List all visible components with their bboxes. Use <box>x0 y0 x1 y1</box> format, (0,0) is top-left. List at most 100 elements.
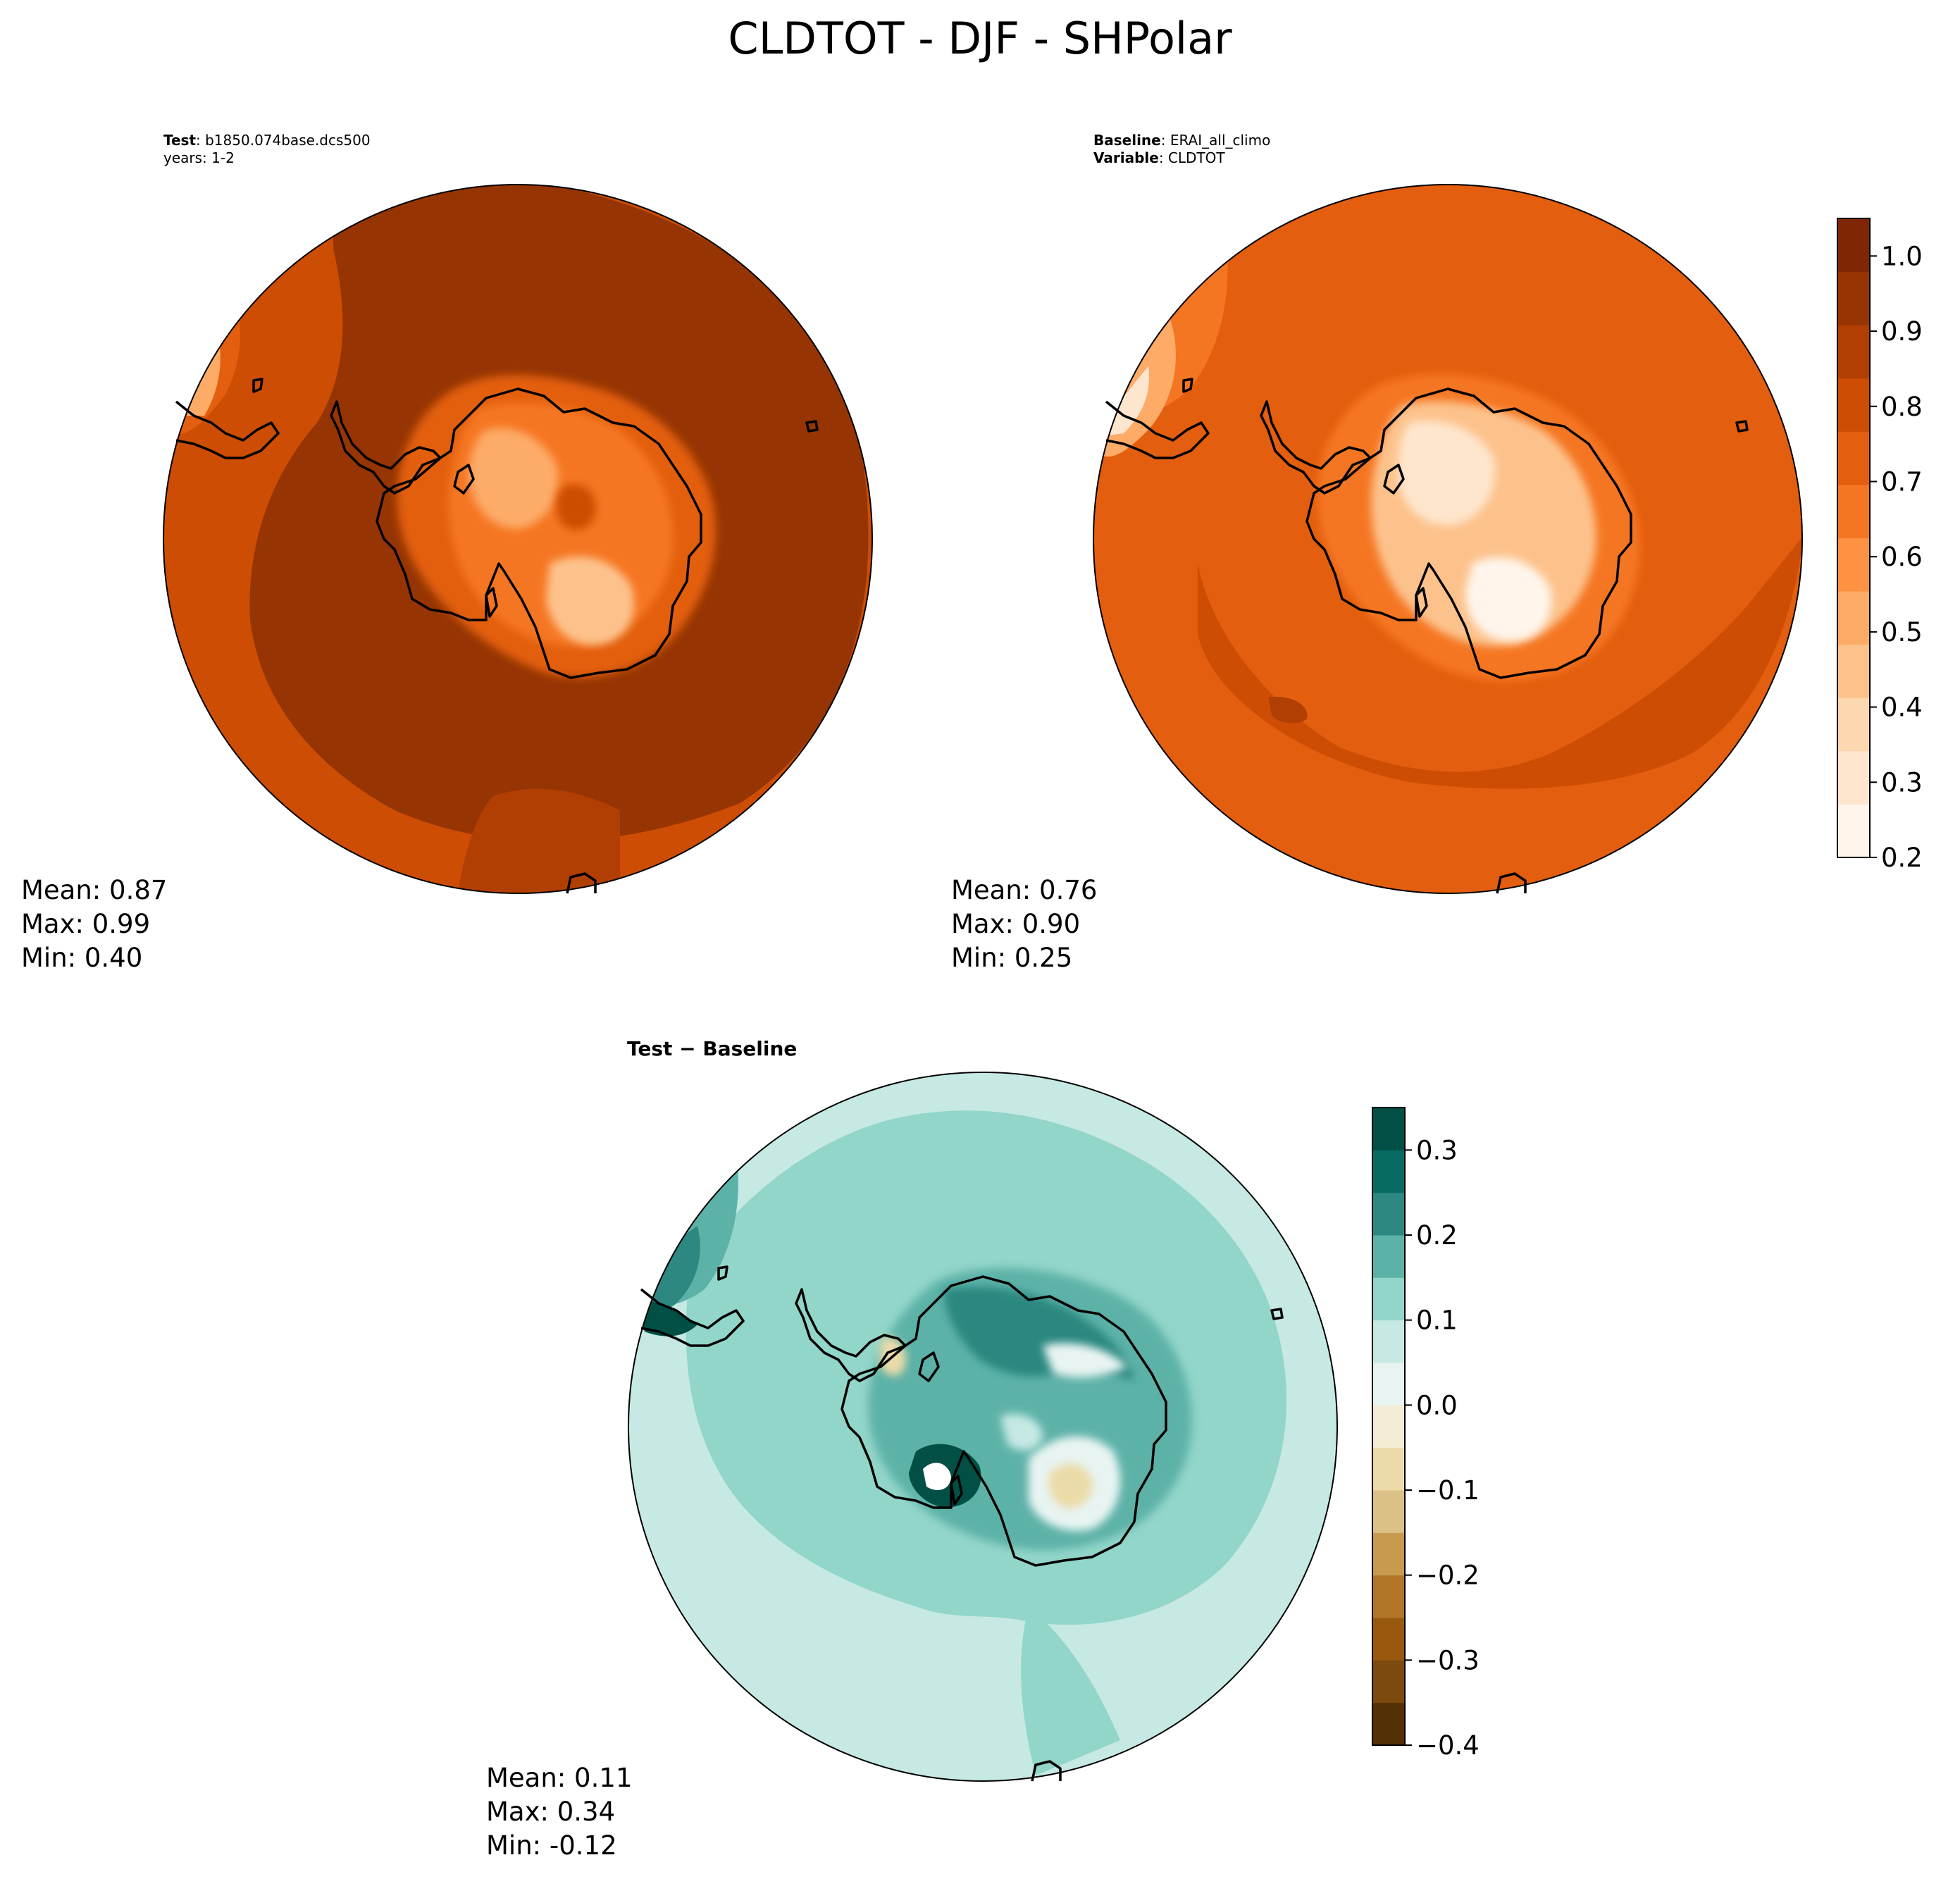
antarctica-coastline <box>1305 387 1632 679</box>
test-map <box>163 184 873 894</box>
baseline-west-plateau <box>1398 421 1495 526</box>
diff-min: Min: -0.12 <box>486 1830 617 1861</box>
test-panel-label: Test: b1850.074base.dcs500 years: 1-2 <box>163 132 371 167</box>
baseline-max: Max: 0.90 <box>951 909 1081 939</box>
colorbar-diff-segment <box>1372 1702 1405 1746</box>
diff-panel-title: Test − Baseline <box>627 1037 798 1060</box>
south-america-coastline <box>175 400 280 459</box>
island-outline <box>1735 420 1749 433</box>
colorbar-main-segment <box>1837 591 1870 645</box>
diff-moderate-band-south <box>1021 1606 1120 1775</box>
colorbar-main-segment <box>1837 271 1870 325</box>
colorbar-diff-segment <box>1372 1363 1405 1406</box>
diff-peninsula-max <box>638 1301 697 1337</box>
colorbar-diff-segment <box>1372 1575 1405 1618</box>
colorbar-diff: −0.4 −0.3 −0.2 −0.1 0.0 0.1 0.2 0.3 <box>1372 1107 1480 1761</box>
diff-map <box>628 1072 1338 1782</box>
baseline-map-boundary <box>1093 184 1803 894</box>
colorbar-diff-tick-label: −0.1 <box>1416 1475 1480 1506</box>
colorbar-main-tick-label: 0.7 <box>1881 466 1923 497</box>
ice-shelf-outline-2 <box>1415 587 1428 618</box>
colorbar-main-tick-label: 0.5 <box>1881 617 1923 647</box>
baseline-map <box>1093 184 1803 894</box>
test-label-key: Test <box>163 132 197 149</box>
baseline-stats: Mean: 0.76 Max: 0.90 Min: 0.25 <box>951 874 1097 975</box>
colorbar-main-tick-label: 0.3 <box>1881 767 1923 798</box>
new-zealand-coastline <box>566 872 597 894</box>
colorbar-main-segment <box>1837 697 1870 752</box>
colorbar-main: 0.2 0.3 0.4 0.5 0.6 0.7 0.8 0.9 1.0 <box>1837 218 1923 873</box>
colorbar-diff-tick-label: −0.3 <box>1416 1645 1480 1675</box>
colorbar-main-segment <box>1837 538 1870 592</box>
colorbar-diff-segment <box>1372 1532 1405 1576</box>
antarctic-peninsula-coastline <box>330 400 442 495</box>
test-south-sector <box>458 788 620 893</box>
diff-stats: Mean: 0.11 Max: 0.34 Min: -0.12 <box>486 1761 632 1863</box>
colorbar-main-frame <box>1837 218 1871 858</box>
colorbar-diff-tick-label: −0.2 <box>1416 1561 1480 1591</box>
baseline-mean: Mean: 0.76 <box>951 875 1098 905</box>
ice-shelf-outline-2 <box>950 1475 963 1506</box>
antarctica-coastline <box>376 387 702 679</box>
colorbar-diff-segment <box>1372 1405 1405 1449</box>
test-map-boundary <box>163 184 873 894</box>
colorbar-diff-segment <box>1372 1490 1405 1533</box>
colorbar-main-segment <box>1837 218 1870 273</box>
variable-label-value: : CLDTOT <box>1158 149 1225 166</box>
diff-east-negative <box>1048 1463 1093 1508</box>
ice-shelf-outline <box>918 1351 940 1382</box>
variable-label-key: Variable <box>1093 149 1159 166</box>
baseline-storm-track <box>1198 535 1802 789</box>
south-america-coastline <box>640 1288 745 1347</box>
colorbar-main-segment <box>1837 325 1870 379</box>
colorbar-main-tick-label: 0.4 <box>1881 693 1923 723</box>
colorbar-main-segment <box>1837 804 1870 858</box>
antarctica-coastline <box>841 1275 1167 1567</box>
baseline-min: Min: 0.25 <box>951 943 1073 973</box>
island-outline <box>805 420 819 433</box>
colorbar-main-segment <box>1837 750 1870 805</box>
diff-interior-weak <box>1000 1413 1043 1451</box>
antarctic-peninsula-coastline <box>1260 400 1372 495</box>
colorbar-main-tick-label: 0.6 <box>1881 542 1923 572</box>
test-label-years: years: 1-2 <box>163 149 235 166</box>
test-east-plateau <box>546 557 634 645</box>
test-label-value: : b1850.074base.dcs500 <box>196 132 371 149</box>
baseline-panel-label: Baseline: ERAI_all_climo Variable: CLDTO… <box>1093 132 1270 167</box>
colorbar-diff-segment <box>1372 1108 1405 1151</box>
colorbar-diff-tick-label: −0.4 <box>1416 1730 1480 1761</box>
test-stats: Mean: 0.87 Max: 0.99 Min: 0.40 <box>21 874 167 975</box>
baseline-label-key: Baseline <box>1093 132 1161 149</box>
colorbar-diff-segment <box>1372 1150 1405 1193</box>
antarctic-peninsula-coastline <box>795 1288 907 1382</box>
colorbar-diff-tick-label: 0.1 <box>1416 1306 1458 1336</box>
baseline-east-plateau <box>1465 557 1552 641</box>
new-zealand-coastline <box>1031 1760 1062 1782</box>
figure-title: CLDTOT - DJF - SHPolar <box>728 13 1232 64</box>
colorbar-diff-segment <box>1372 1235 1405 1278</box>
test-west-plateau <box>469 428 559 529</box>
ice-shelf-outline <box>1383 464 1405 495</box>
ice-shelf-outline <box>453 464 475 495</box>
colorbar-diff-tick-label: 0.2 <box>1416 1220 1458 1251</box>
ice-shelf-outline-2 <box>485 587 498 618</box>
colorbar-diff-tick-label: 0.3 <box>1416 1135 1458 1165</box>
diff-mean: Mean: 0.11 <box>486 1763 633 1793</box>
colorbar-diff-segment <box>1372 1618 1405 1661</box>
test-coastlines <box>175 378 819 894</box>
colorbar-main-tick-label: 0.2 <box>1881 843 1923 873</box>
colorbar-main-segment <box>1837 484 1870 538</box>
colorbar-diff-frame <box>1372 1107 1406 1746</box>
colorbar-diff-tick-label: 0.0 <box>1416 1390 1458 1420</box>
colorbar-diff-segment <box>1372 1320 1405 1363</box>
falkland-islands-outline <box>717 1265 728 1281</box>
colorbar-main-segment <box>1837 644 1870 698</box>
island-outline <box>1270 1308 1284 1320</box>
falkland-islands-outline <box>1182 378 1193 393</box>
baseline-coastlines <box>1105 378 1749 894</box>
colorbar-diff-segment <box>1372 1660 1405 1704</box>
test-dome-spot <box>556 484 596 531</box>
diff-ross-overflow <box>923 1463 951 1490</box>
test-mean: Mean: 0.87 <box>21 875 168 905</box>
